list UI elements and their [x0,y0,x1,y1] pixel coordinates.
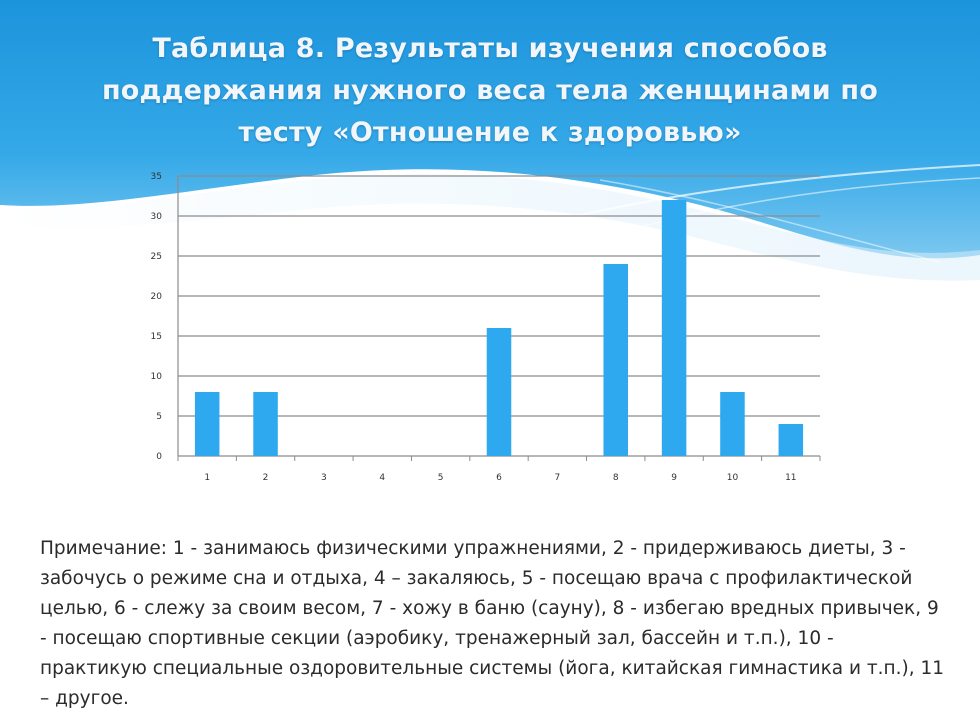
bar [253,392,278,456]
x-tick-label: 6 [496,473,502,483]
x-tick-label: 3 [321,473,327,483]
x-tick-label: 7 [554,473,560,483]
y-tick-label: 30 [151,212,163,222]
y-tick-label: 25 [151,252,162,262]
x-tick-label: 4 [379,473,385,483]
bar [486,328,512,456]
y-tick-label: 15 [151,332,162,342]
slide-title: Таблица 8. Результаты изучения способов … [101,33,879,148]
chart-bars [194,200,804,456]
y-tick-label: 10 [151,372,163,382]
bar [603,264,628,456]
x-tick-label: 5 [438,473,444,483]
x-tick-label: 10 [727,473,739,483]
bar [720,392,745,456]
x-tick-label: 1 [204,473,210,483]
x-tick-label: 8 [613,473,619,483]
x-tick-label: 9 [671,473,677,483]
y-tick-label: 35 [151,172,162,182]
x-axis-ticks: 1 2 3 4 5 6 7 8 9 10 11 [204,473,796,483]
y-axis-ticks: 0 5 10 15 20 25 30 35 [151,172,163,462]
y-tick-label: 20 [151,292,163,302]
y-tick-label: 5 [156,412,162,422]
bar [778,424,804,456]
x-tick-label: 2 [263,473,269,483]
bar [194,392,220,456]
bar [661,200,687,456]
y-tick-label: 0 [156,452,162,462]
footnote: Примечание: 1 - занимаюсь физическими уп… [40,538,945,709]
x-tick-label: 11 [785,473,796,483]
chart-gridlines [177,175,821,461]
